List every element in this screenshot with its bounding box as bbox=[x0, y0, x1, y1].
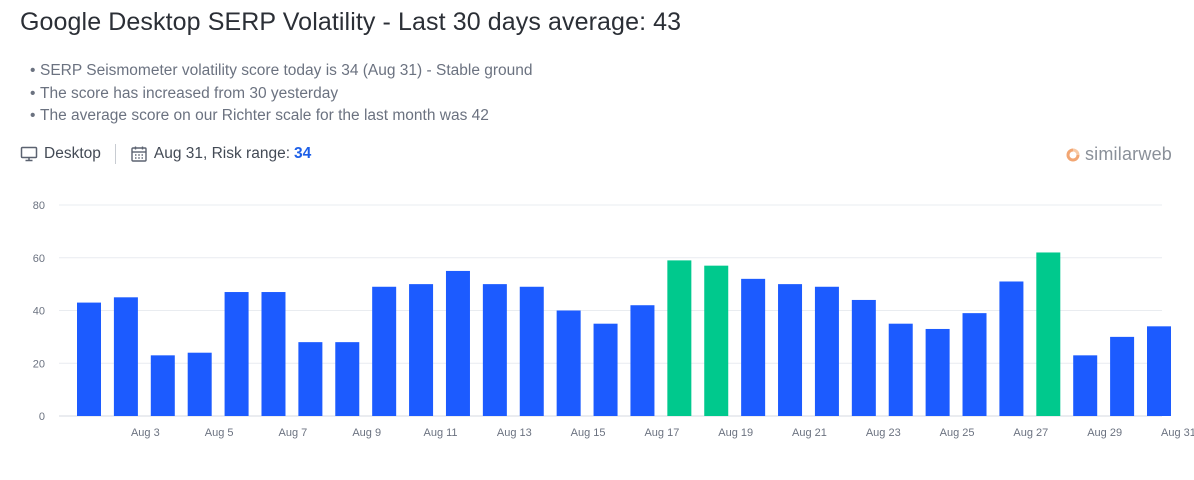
date-filter[interactable]: Aug 31, Risk range: bbox=[153, 145, 291, 162]
bar[interactable] bbox=[1036, 252, 1061, 416]
y-tick-label: 80 bbox=[33, 200, 45, 212]
summary-item: • SERP Seismometer volatility score today… bbox=[30, 62, 533, 79]
bar[interactable] bbox=[1110, 336, 1135, 416]
chart-filters: Desktop Aug 31, Risk range: 34 bbox=[20, 143, 311, 165]
bar[interactable] bbox=[814, 286, 839, 416]
page-title: Google Desktop SERP Volatility - Last 30… bbox=[20, 8, 682, 36]
x-tick-label: Aug 29 bbox=[1087, 427, 1122, 439]
bar[interactable] bbox=[778, 284, 803, 416]
bar[interactable] bbox=[298, 342, 323, 416]
x-tick-label: Aug 11 bbox=[423, 427, 457, 439]
bar[interactable] bbox=[187, 352, 212, 416]
bar[interactable] bbox=[1073, 355, 1098, 416]
bar[interactable] bbox=[851, 299, 876, 416]
desktop-icon bbox=[20, 145, 38, 163]
bar[interactable] bbox=[77, 302, 101, 416]
bar[interactable] bbox=[556, 310, 581, 417]
x-tick-label: Aug 13 bbox=[497, 427, 532, 439]
bar[interactable] bbox=[445, 270, 470, 416]
x-tick-label: Aug 27 bbox=[1013, 427, 1048, 439]
x-tick-label: Aug 7 bbox=[279, 427, 308, 439]
risk-range-value: 34 bbox=[294, 145, 312, 162]
bar[interactable] bbox=[482, 284, 507, 416]
bar[interactable] bbox=[667, 260, 692, 416]
y-tick-label: 0 bbox=[39, 411, 45, 423]
y-tick-label: 20 bbox=[33, 358, 45, 370]
x-tick-label: Aug 3 bbox=[131, 427, 160, 439]
bar[interactable] bbox=[335, 342, 360, 416]
summary-item-text: SERP Seismometer volatility score today … bbox=[40, 62, 533, 79]
bar[interactable] bbox=[519, 286, 544, 416]
x-tick-label: Aug 25 bbox=[940, 427, 975, 439]
bar[interactable] bbox=[888, 323, 913, 416]
bar[interactable] bbox=[409, 284, 434, 416]
brand-name: similarweb bbox=[1084, 144, 1172, 164]
x-tick-label: Aug 5 bbox=[205, 427, 234, 439]
summary-item: • The average score on our Richter scale … bbox=[30, 107, 489, 124]
bar[interactable] bbox=[113, 297, 138, 416]
x-tick-label: Aug 19 bbox=[718, 427, 753, 439]
bar[interactable] bbox=[741, 278, 766, 416]
x-tick-label: Aug 21 bbox=[792, 427, 827, 439]
bar[interactable] bbox=[999, 281, 1024, 416]
x-tick-label: Aug 23 bbox=[866, 427, 901, 439]
bar[interactable] bbox=[962, 313, 987, 416]
device-filter[interactable]: Desktop bbox=[44, 145, 101, 162]
calendar-icon bbox=[130, 145, 148, 163]
bar[interactable] bbox=[593, 323, 618, 416]
bar[interactable] bbox=[1147, 326, 1171, 416]
x-tick-label: Aug 15 bbox=[571, 427, 606, 439]
x-tick-label: Aug 31 bbox=[1161, 427, 1194, 439]
bar[interactable] bbox=[224, 292, 249, 416]
summary-list: • SERP Seismometer volatility score today… bbox=[30, 60, 533, 128]
y-tick-label: 40 bbox=[33, 306, 45, 318]
bar[interactable] bbox=[150, 355, 175, 416]
bar[interactable] bbox=[372, 286, 397, 416]
summary-item: • The score has increased from 30 yesterd… bbox=[30, 84, 339, 102]
similarweb-logo: similarweb bbox=[1065, 144, 1172, 165]
bar[interactable] bbox=[261, 292, 286, 416]
similarweb-logo-icon bbox=[1065, 147, 1081, 163]
volatility-bar-chart: 0 20 40 60 80 Aug 3 Aug 5 Aug 7 Aug 9 Aug 11 Aug 1… bbox=[33, 200, 1194, 439]
x-tick-label: Aug 17 bbox=[644, 427, 679, 439]
summary-item-text: The score has increased from 30 yesterda… bbox=[40, 84, 339, 102]
bar[interactable] bbox=[704, 265, 729, 416]
bar[interactable] bbox=[925, 328, 950, 416]
x-tick-label: Aug 9 bbox=[352, 427, 381, 439]
summary-item-text: The average score on our Richter scale f… bbox=[40, 107, 489, 124]
y-tick-label: 60 bbox=[33, 253, 45, 265]
bar[interactable] bbox=[630, 305, 655, 416]
filter-divider bbox=[114, 144, 116, 164]
